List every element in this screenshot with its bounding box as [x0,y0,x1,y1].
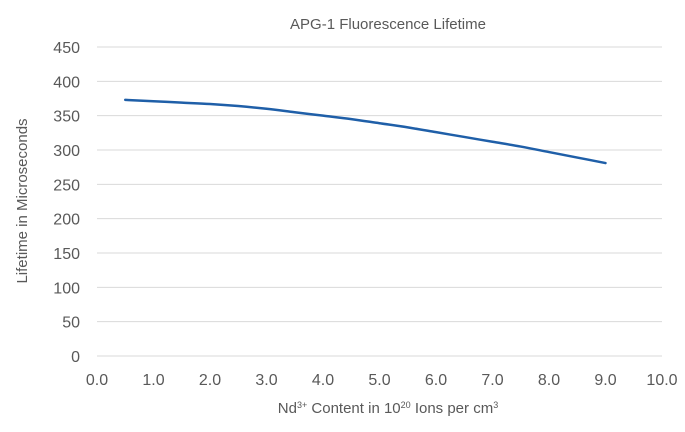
x-axis-title-superscript: 3 [493,400,498,410]
y-tick-label: 450 [53,40,80,57]
x-tick-labels: 0.0 1.0 2.0 3.0 4.0 5.0 6.0 7.0 8.0 9.0 10.0 [86,372,678,389]
x-tick-label: 0.0 [86,372,108,389]
x-tick-label: 10.0 [646,372,677,389]
y-tick-label: 50 [62,315,80,332]
x-axis-title-part: Nd [278,400,297,417]
y-tick-label: 150 [53,246,80,263]
y-tick-label: 250 [53,177,80,194]
x-axis-title-part: Content in 10 [307,400,400,417]
x-tick-label: 9.0 [594,372,616,389]
x-tick-label: 3.0 [255,372,277,389]
series-layer [124,98,607,165]
x-axis-title-part: Ions per cm [411,400,494,417]
y-tick-label: 400 [53,74,80,91]
x-tick-label: 6.0 [425,372,447,389]
x-tick-label: 5.0 [368,372,390,389]
x-tick-label: 2.0 [199,372,221,389]
y-tick-label: 300 [53,143,80,160]
x-tick-label: 8.0 [538,372,560,389]
y-tick-label: 200 [53,212,80,229]
x-axis-title-superscript: 20 [401,400,411,410]
series-line [124,98,607,165]
y-tick-label: 350 [53,109,80,126]
y-tick-labels: 0 50 100 150 200 250 300 350 400 450 [53,40,80,366]
x-tick-label: 7.0 [481,372,503,389]
x-tick-label: 4.0 [312,372,334,389]
y-tick-label: 100 [53,280,80,297]
chart-title: APG-1 Fluorescence Lifetime [290,16,486,33]
x-axis-title: Nd3+ Content in 1020 Ions per cm3 [278,400,498,417]
y-tick-label: 0 [71,349,80,366]
x-axis-title-superscript: 3+ [297,400,307,410]
grid-layer [97,46,662,357]
y-axis-title: Lifetime in Microseconds [14,118,31,283]
x-tick-label: 1.0 [142,372,164,389]
